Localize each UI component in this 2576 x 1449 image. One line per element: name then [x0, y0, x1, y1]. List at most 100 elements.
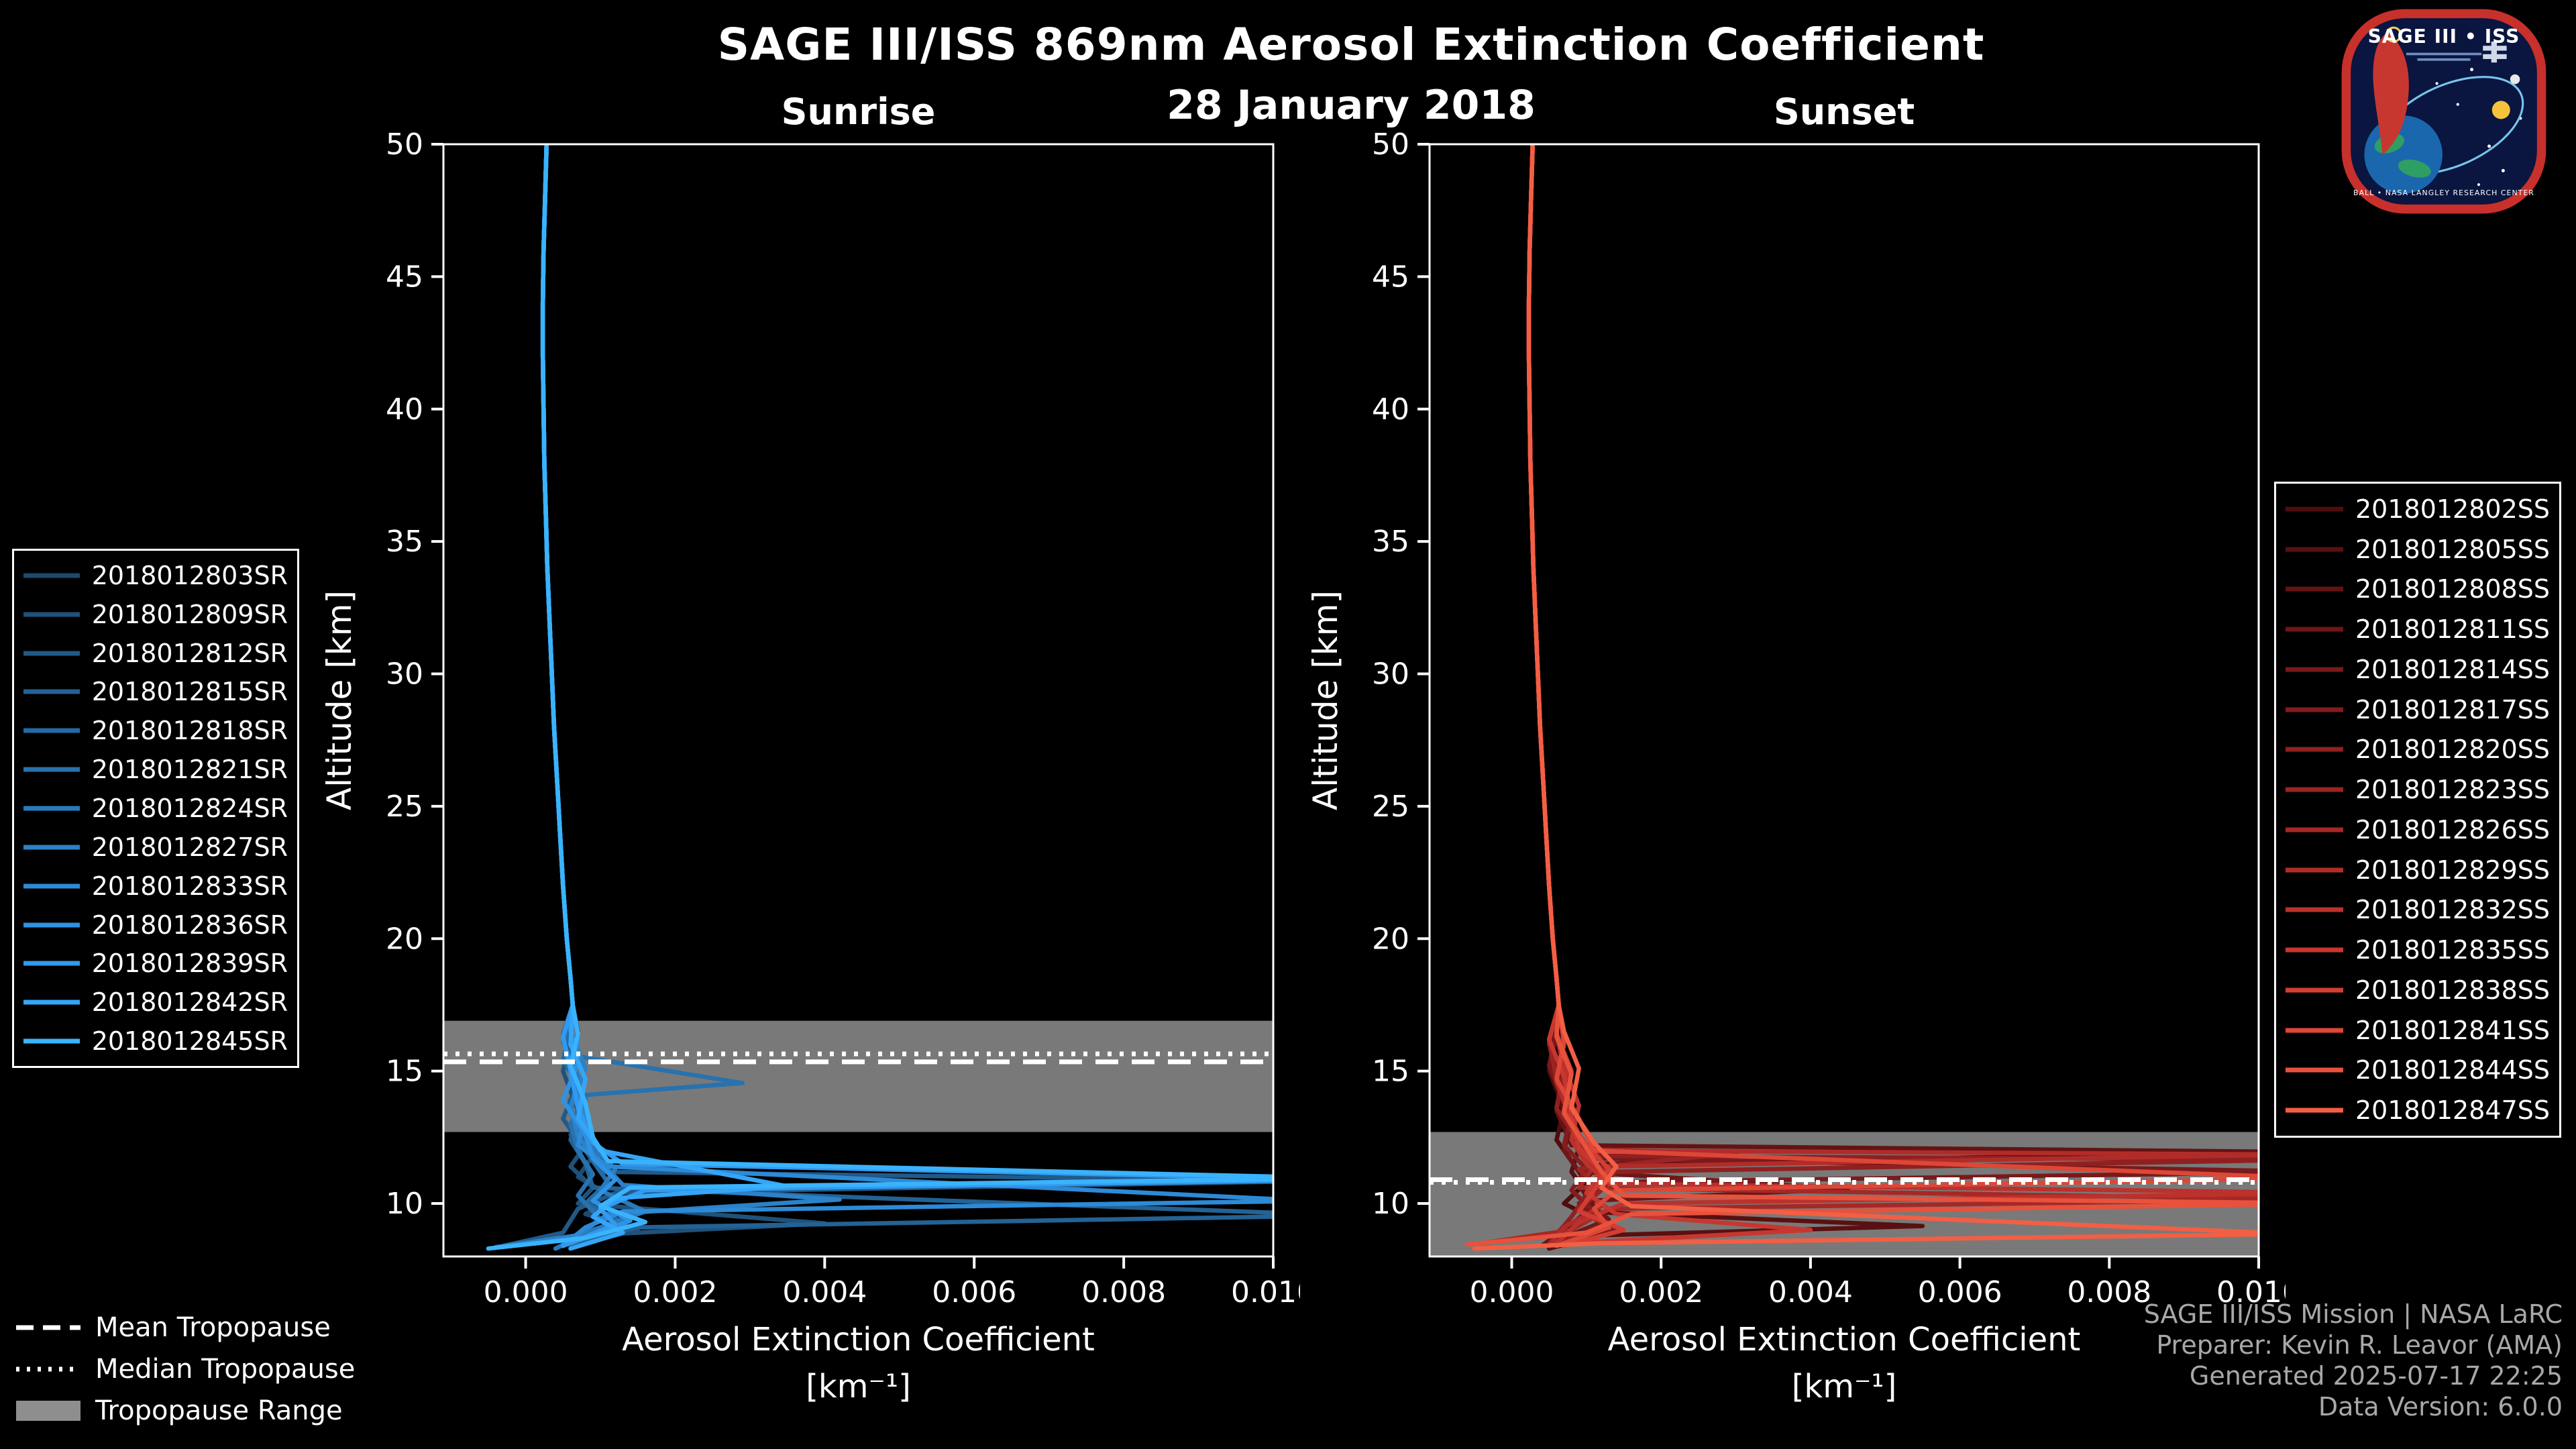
logo-figure	[2373, 32, 2409, 155]
legend-line-swatch	[23, 883, 80, 889]
legend-label: 2018012815SR	[91, 677, 288, 707]
y-tick-label: 40	[1372, 392, 1409, 427]
logo-title: SAGE III • ISS	[2368, 25, 2520, 48]
legend-line-swatch	[23, 1038, 80, 1044]
legend-label: 2018012845SR	[91, 1026, 288, 1057]
legend-label: 2018012833SR	[91, 871, 288, 901]
y-tick-label: 50	[1372, 131, 1409, 162]
x-tick-label: 0.004	[1768, 1275, 1853, 1309]
legend-line-swatch	[2286, 1108, 2343, 1113]
y-tick-label: 10	[1372, 1187, 1409, 1221]
legend-line-swatch	[23, 767, 80, 772]
legend-item-2018012820SS: 2018012820SS	[2286, 735, 2550, 764]
y-tick-label: 30	[386, 657, 423, 692]
legend-item-2018012809SR: 2018012809SR	[23, 600, 288, 629]
legend-line-swatch	[23, 573, 80, 578]
legend-item-2018012821SR: 2018012821SR	[23, 755, 288, 784]
legend-line-swatch	[2286, 947, 2343, 953]
date-subtitle: 28 January 2018	[1167, 82, 1536, 129]
y-tick-label: 20	[386, 922, 423, 956]
x-tick-label: 0.008	[2067, 1275, 2151, 1309]
y-tick-label: 45	[1372, 260, 1409, 294]
legend-label: 2018012820SS	[2355, 735, 2550, 765]
sunset-series-legend: 2018012802SS 2018012805SS 2018012808SS 2018…	[2274, 482, 2561, 1138]
legend-item-2018012838SS: 2018012838SS	[2286, 975, 2550, 1005]
panel-title-sunset: Sunset	[1773, 91, 1915, 133]
median-tropopause-label: Median Tropopause	[95, 1354, 356, 1385]
legend-line-swatch	[2286, 827, 2343, 833]
range-patch-swatch	[16, 1401, 80, 1421]
y-tick-label: 45	[386, 260, 423, 294]
legend-label: 2018012802SS	[2355, 494, 2550, 524]
sunrise-plot: 10 15 20 25 30 35 40 45 50 0.000 0.002 0.004 0.006 0.…	[320, 131, 1300, 1405]
dotted-line-swatch	[16, 1366, 80, 1372]
x-axis-label: Aerosol Extinction Coefficient	[622, 1321, 1095, 1358]
legend-line-swatch	[23, 922, 80, 928]
legend-item-2018012836SR: 2018012836SR	[23, 910, 288, 940]
legend-item-2018012839SR: 2018012839SR	[23, 949, 288, 978]
credit-data-version: Data Version: 6.0.0	[2318, 1392, 2563, 1421]
legend-line-swatch	[2286, 586, 2343, 592]
credit-generated: Generated 2025-07-17 22:25	[2189, 1361, 2563, 1391]
legend-label: 2018012812SR	[91, 638, 288, 668]
legend-line-swatch	[2286, 667, 2343, 672]
legend-item-2018012842SR: 2018012842SR	[23, 987, 288, 1017]
legend-item-2018012818SR: 2018012818SR	[23, 716, 288, 745]
y-tick-label: 25	[386, 790, 423, 824]
x-tick-label: 0.002	[633, 1275, 717, 1309]
legend-line-swatch	[2286, 987, 2343, 993]
panel-title-sunrise: Sunrise	[781, 91, 936, 133]
legend-item-2018012844SS: 2018012844SS	[2286, 1055, 2550, 1085]
x-tick-label: 0.006	[932, 1275, 1016, 1309]
y-tick-label: 35	[386, 525, 423, 559]
legend-item-2018012824SR: 2018012824SR	[23, 794, 288, 823]
logo-figure-halo	[2385, 26, 2402, 43]
plot-border	[442, 143, 1275, 1258]
legend-line-swatch	[23, 845, 80, 850]
legend-item-2018012814SS: 2018012814SS	[2286, 655, 2550, 684]
tropopause-legend: Mean Tropopause Median Tropopause Tropop…	[16, 1307, 355, 1432]
legend-item-2018012811SS: 2018012811SS	[2286, 614, 2550, 644]
legend-label: 2018012809SR	[91, 599, 288, 629]
legend-label: 2018012817SS	[2355, 694, 2550, 724]
mean-tropopause-label: Mean Tropopause	[95, 1312, 331, 1343]
series-line-2018012847SS	[1472, 144, 2259, 1251]
legend-label: 2018012811SS	[2355, 614, 2550, 645]
series-line-2018012829SS	[1526, 144, 2259, 1248]
y-tick-label: 10	[386, 1187, 423, 1221]
legend-label: 2018012847SS	[2355, 1095, 2550, 1126]
legend-label: 2018012803SR	[91, 560, 288, 590]
legend-line-swatch	[23, 806, 80, 811]
x-tick-label: 0.006	[1918, 1275, 2002, 1309]
y-axis-label: Altitude [km]	[320, 590, 359, 810]
legend-label: 2018012841SS	[2355, 1015, 2550, 1045]
sage-iss-logo: SAGE III • ISS BALL • NASA LANGLEY RESEA…	[2341, 9, 2546, 214]
logo-earth	[2364, 115, 2443, 194]
credit-mission: SAGE III/ISS Mission | NASA LaRC	[2143, 1299, 2563, 1329]
credits-block: SAGE III/ISS Mission | NASA LaRC Prepare…	[1758, 1299, 2563, 1422]
legend-label: 2018012821SR	[91, 755, 288, 785]
tropopause-range-legend-item: Tropopause Range	[16, 1390, 355, 1432]
legend-line-swatch	[2286, 907, 2343, 912]
legend-label: 2018012827SR	[91, 832, 288, 862]
legend-item-2018012826SS: 2018012826SS	[2286, 815, 2550, 845]
x-tick-label: 0.008	[1081, 1275, 1166, 1309]
x-axis-units: [km⁻¹]	[806, 1368, 911, 1405]
legend-line-swatch	[23, 612, 80, 617]
y-tick-label: 50	[386, 131, 423, 162]
mean-tropopause-legend-item: Mean Tropopause	[16, 1307, 355, 1348]
legend-line-swatch	[2286, 1028, 2343, 1033]
legend-label: 2018012824SR	[91, 793, 288, 823]
legend-line-swatch	[23, 651, 80, 656]
legend-label: 2018012814SS	[2355, 654, 2550, 684]
legend-item-2018012803SR: 2018012803SR	[23, 561, 288, 590]
x-tick-label: 0.000	[1470, 1275, 1554, 1309]
logo-arc-text: BALL • NASA LANGLEY RESEARCH CENTER	[2353, 189, 2534, 197]
legend-line-swatch	[2286, 707, 2343, 712]
series-line-2018012817SS	[1526, 144, 1619, 1248]
legend-line-swatch	[2286, 867, 2343, 873]
x-tick-label: 0.010	[1231, 1275, 1300, 1309]
y-tick-label: 40	[386, 392, 423, 427]
legend-label: 2018012805SS	[2355, 534, 2550, 564]
legend-label: 2018012823SS	[2355, 775, 2550, 805]
